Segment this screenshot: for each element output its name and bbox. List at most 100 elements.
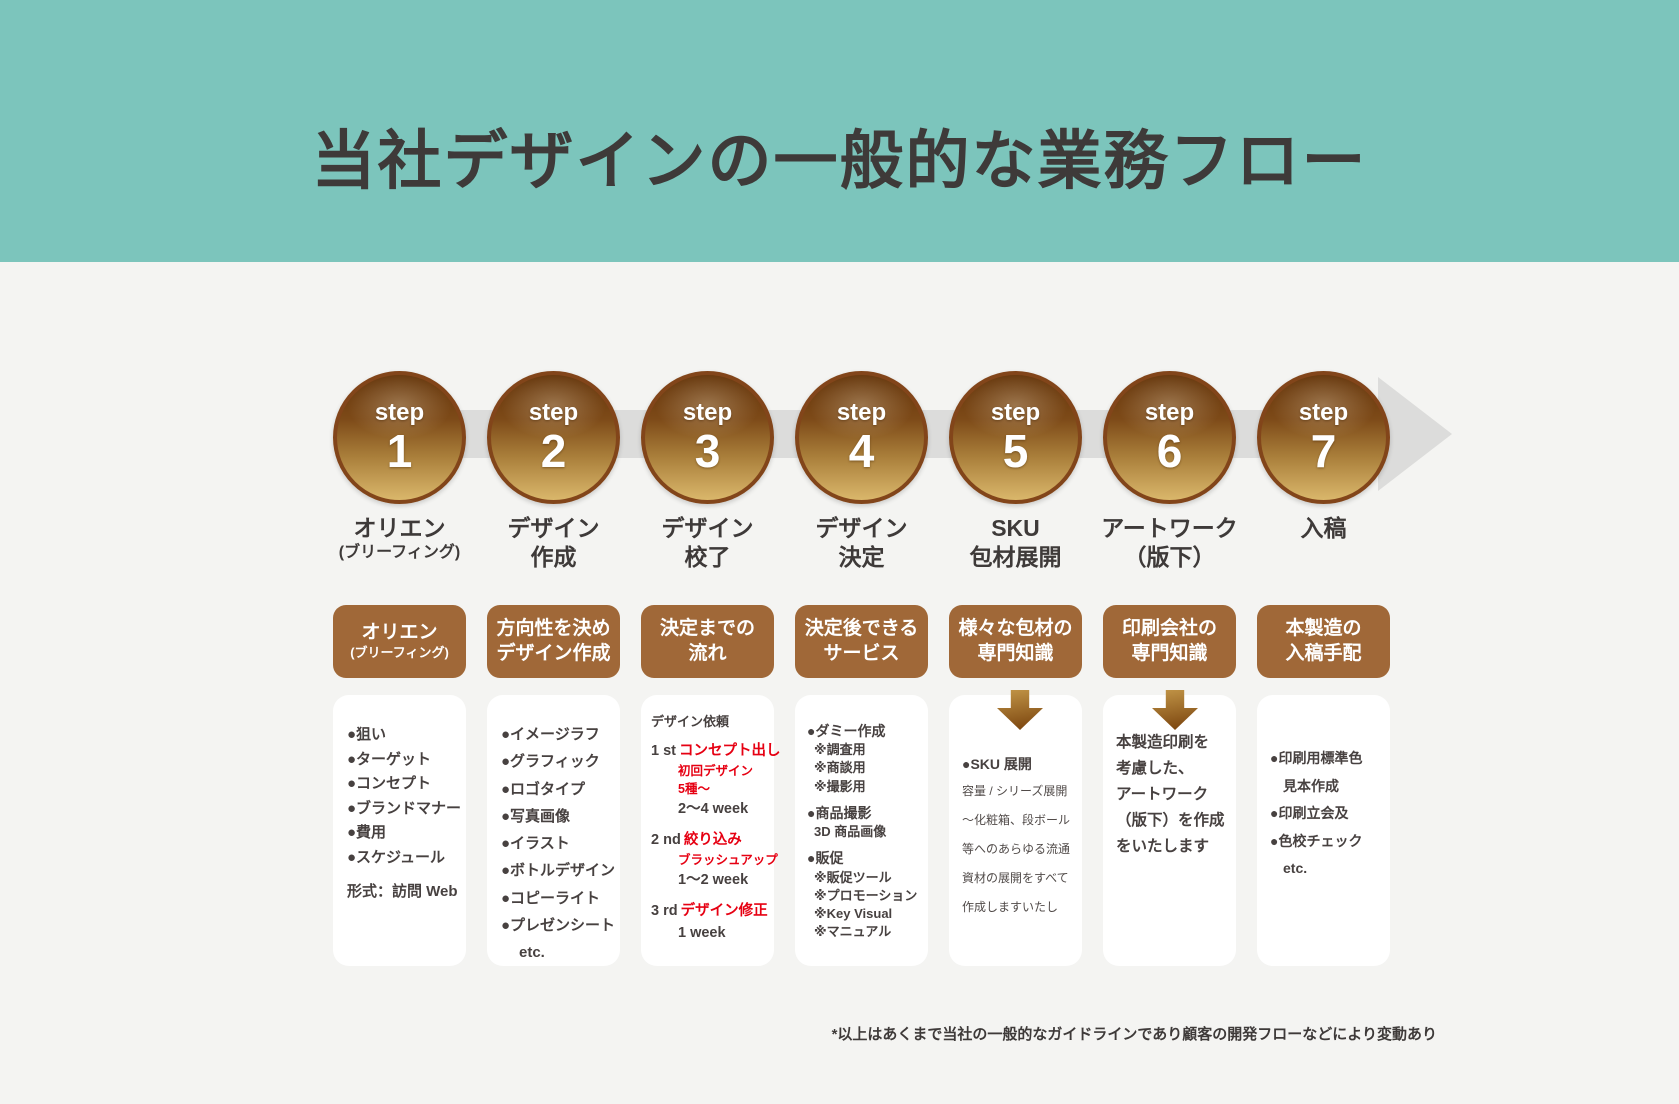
list-subitem: ※調査用 bbox=[814, 742, 866, 758]
phase-task-sub: 初回デザイン bbox=[678, 763, 754, 778]
phase-header: 本製造の 入稿手配 bbox=[1257, 605, 1390, 678]
step-circle-3: step 3 bbox=[641, 371, 774, 504]
list-item: ●イメージラフ bbox=[501, 726, 600, 743]
page-title: 当社デザインの一般的な業務フロー bbox=[311, 125, 1368, 197]
step-number: 7 bbox=[1310, 425, 1337, 477]
list-item: ●写真画像 bbox=[501, 807, 571, 825]
list-subitem: ※撮影用 bbox=[814, 778, 866, 794]
description-line: 〜化粧箱、段ボール bbox=[962, 813, 1071, 827]
step-number: 3 bbox=[694, 425, 721, 477]
step-title: デザイン 校了 bbox=[661, 515, 754, 570]
phase-ordinal: 1 st bbox=[651, 743, 676, 759]
list-subitem: ※マニュアル bbox=[814, 924, 892, 940]
phase-header: 方向性を決め デザイン作成 bbox=[487, 605, 620, 678]
detail-card: ●狙い ●ターゲット ●コンセプト ●ブランドマナー ●費用 ●スケジュール 形… bbox=[333, 695, 466, 966]
step-title: オリエン (ブリーフィング) bbox=[338, 515, 461, 561]
step-badge-word: step bbox=[528, 399, 579, 426]
list-item: ●色校チェック bbox=[1270, 832, 1363, 849]
phase-ordinal: 2 nd bbox=[651, 832, 681, 849]
description-line: アートワーク bbox=[1116, 786, 1209, 803]
step-badge-word: step bbox=[374, 399, 425, 426]
request-label: デザイン依頼 bbox=[651, 714, 730, 729]
phase-ordinal: 3 rd bbox=[651, 903, 678, 920]
list-item: ●ボトルデザイン bbox=[501, 862, 616, 880]
step-badge-word: step bbox=[990, 399, 1041, 426]
list-item: ●コンセプト bbox=[347, 775, 432, 792]
step-number: 1 bbox=[386, 425, 413, 477]
step-circle-1: step 1 bbox=[333, 371, 466, 504]
service-group: ●販促 ※販促ツール ※プロモーション ※Key Visual ※マニュアル bbox=[807, 848, 926, 941]
phase-header: 様々な包材の 専門知識 bbox=[949, 605, 1082, 678]
phase-duration: 1 week bbox=[678, 925, 726, 941]
list-item: ●狙い bbox=[347, 726, 387, 743]
service-group: ●商品撮影 3D 商品画像 bbox=[807, 803, 926, 841]
description-line: （版下）を作成 bbox=[1116, 812, 1225, 829]
footnote: *以上はあくまで当社の一般的なガイドラインであり顧客の開発フローなどにより変動あ… bbox=[831, 1026, 1437, 1043]
description-line: 等へのあらゆる流通 bbox=[962, 842, 1071, 856]
list-item: ●ロゴタイプ bbox=[501, 780, 586, 798]
detail-card: ●SKU 展開 容量 / シリーズ展開 〜化粧箱、段ボール 等へのあらゆる流通 … bbox=[949, 690, 1082, 966]
step-number: 2 bbox=[540, 425, 567, 477]
down-arrow-icon bbox=[997, 690, 1043, 730]
service-group: ●ダミー作成 ※調査用 ※商談用 ※撮影用 bbox=[807, 721, 926, 796]
list-item: ●ダミー作成 bbox=[807, 723, 886, 739]
list-item: ●SKU 展開 bbox=[962, 756, 1032, 772]
flow-column-3: step 3 デザイン 校了 決定までの 流れ デザイン依頼 1 st コンセプト… bbox=[641, 371, 781, 966]
step-title: SKU 包材展開 bbox=[969, 515, 1062, 570]
step-number: 5 bbox=[1002, 425, 1029, 477]
title-band: 当社デザインの一般的な業務フロー bbox=[0, 0, 1679, 262]
detail-card: ●ダミー作成 ※調査用 ※商談用 ※撮影用 ●商品撮影 3D 商品画像 ●販促 … bbox=[795, 695, 928, 966]
list-subitem: 3D 商品画像 bbox=[814, 824, 887, 840]
description-line: 作成しますいたし bbox=[962, 900, 1059, 914]
list-subitem: ※プロモーション bbox=[814, 887, 918, 903]
phase-header: 決定後できる サービス bbox=[795, 605, 928, 678]
list-item: ●コピーライト bbox=[501, 889, 601, 907]
step-number: 4 bbox=[848, 425, 875, 477]
phase-duration: 2〜4 week bbox=[678, 800, 749, 817]
phase-header: 決定までの 流れ bbox=[641, 605, 774, 678]
description-line: 容量 / シリーズ展開 bbox=[962, 784, 1068, 798]
list-item: ●イラスト bbox=[501, 835, 570, 853]
phase-2nd: 2 nd 絞り込み ブラッシュアップ 1〜2 week bbox=[651, 831, 778, 891]
step-title: アートワーク （版下） bbox=[1101, 515, 1238, 570]
step-badge-word: step bbox=[836, 399, 887, 426]
etc-note: etc. bbox=[519, 944, 545, 962]
phase-task-sub: 5種〜 bbox=[678, 781, 710, 796]
step-circle-2: step 2 bbox=[487, 371, 620, 504]
list-item: ●商品撮影 bbox=[807, 804, 872, 821]
flow-arrow-head-icon bbox=[1378, 377, 1452, 491]
flow-column-7: step 7 入稿 本製造の 入稿手配 ●印刷用標準色 見本作成 ●印刷立会及 … bbox=[1257, 371, 1390, 966]
list-item: ●プレゼンシート bbox=[501, 917, 616, 935]
flow-column-5: step 5 SKU 包材展開 様々な包材の 専門知識 ●SKU 展開 容量 /… bbox=[949, 371, 1082, 966]
flow-column-2: step 2 デザイン 作成 方向性を決め デザイン作成 ●イメージラフ ●グラ… bbox=[487, 371, 620, 966]
step-number: 6 bbox=[1156, 425, 1183, 477]
step-badge-word: step bbox=[1144, 399, 1195, 426]
phase-header: オリエン (ブリーフィング) bbox=[333, 605, 466, 678]
list-item: ●印刷立会及 bbox=[1270, 805, 1349, 821]
step-title: デザイン 決定 bbox=[815, 515, 908, 570]
flow-column-4: step 4 デザイン 決定 決定後できる サービス ●ダミー作成 ※調査用 ※… bbox=[795, 371, 928, 966]
phase-duration: 1〜2 week bbox=[678, 871, 749, 888]
step-circle-4: step 4 bbox=[795, 371, 928, 504]
phase-header: 印刷会社の 専門知識 bbox=[1103, 605, 1236, 678]
list-item: ●ターゲット bbox=[347, 750, 432, 768]
step-badge-word: step bbox=[1298, 399, 1349, 426]
phase-1st: 1 st コンセプト出し 初回デザイン 5種〜 2〜4 week bbox=[651, 742, 781, 820]
flow-columns: step 1 オリエン (ブリーフィング) オリエン (ブリーフィング) ●狙い… bbox=[333, 371, 1390, 966]
detail-card: 本製造印刷を 考慮した、 アートワーク （版下）を作成 をいたします bbox=[1103, 690, 1236, 966]
step-circle-5: step 5 bbox=[949, 371, 1082, 504]
description-line: 資材の展開をすべて bbox=[962, 871, 1069, 885]
step-circle-6: step 6 bbox=[1103, 371, 1236, 504]
phase-task: 絞り込み bbox=[683, 832, 742, 849]
phase-task: デザイン修正 bbox=[680, 903, 768, 920]
phase-3rd: 3 rd デザイン修正 1 week bbox=[651, 902, 772, 944]
description-line: をいたします bbox=[1116, 838, 1210, 855]
list-subitem: ※販促ツール bbox=[814, 869, 892, 885]
list-item: ●印刷用標準色 bbox=[1270, 750, 1363, 766]
list-item: ●グラフィック bbox=[501, 753, 600, 771]
description-line: 考慮した、 bbox=[1116, 760, 1194, 777]
list-subitem: ※Key Visual bbox=[814, 906, 893, 922]
list-item: ●スケジュール bbox=[347, 848, 446, 866]
list-subitem: ※商談用 bbox=[814, 760, 866, 776]
step-title: デザイン 作成 bbox=[507, 515, 600, 570]
